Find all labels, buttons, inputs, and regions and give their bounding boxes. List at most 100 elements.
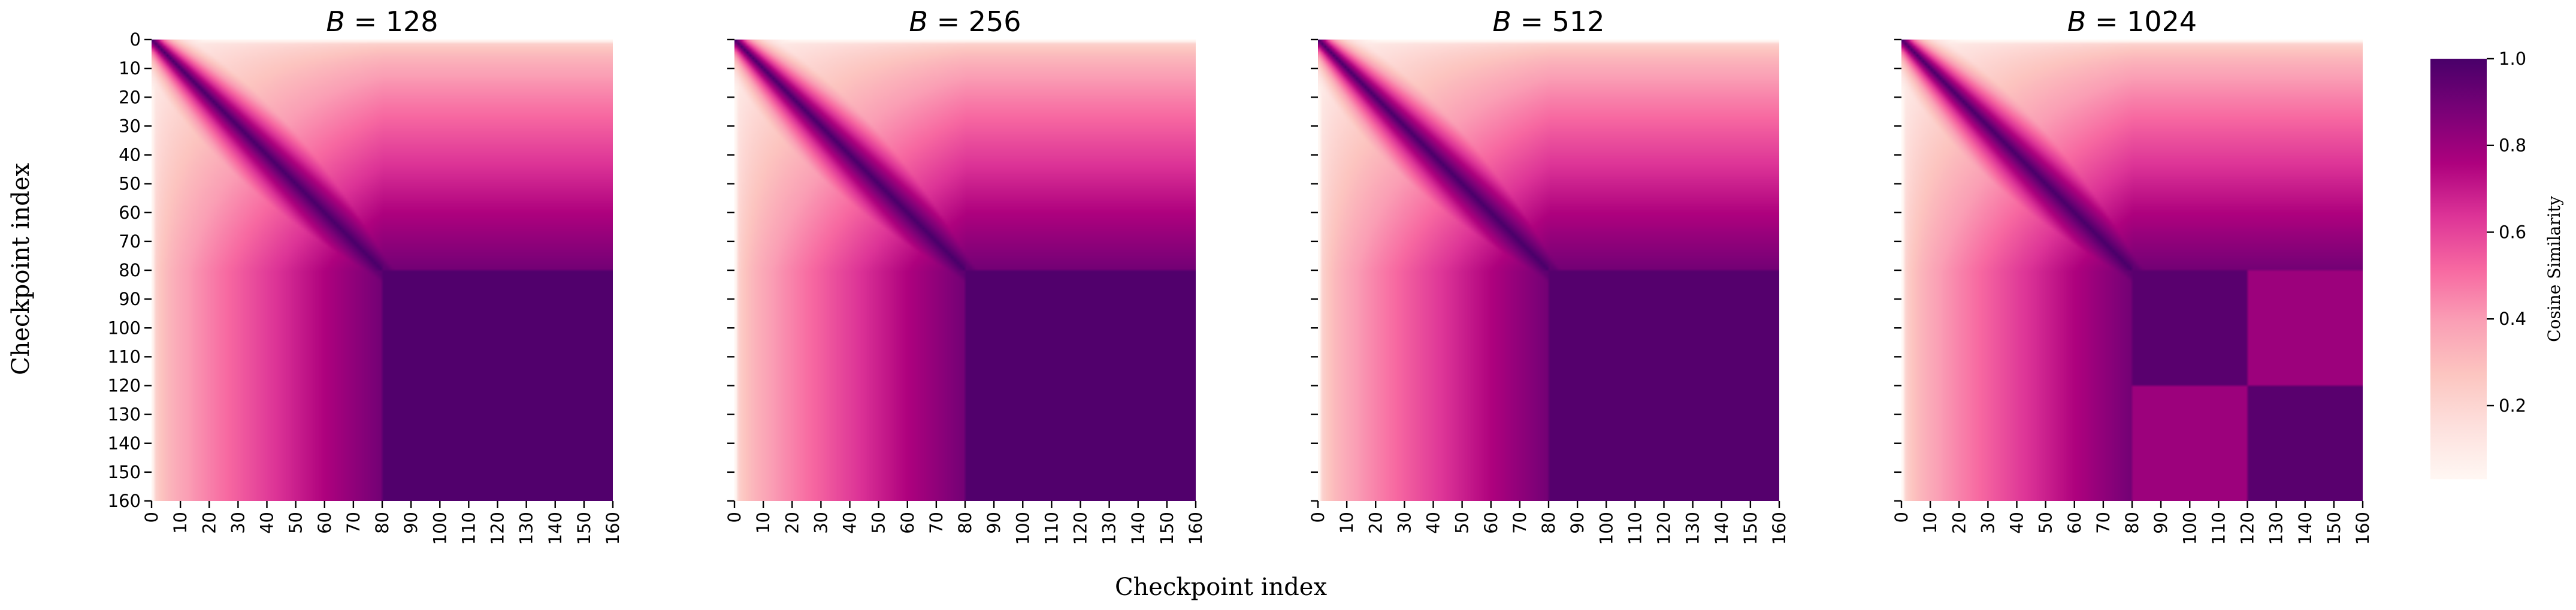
x-tick-label: 90 [401, 512, 421, 534]
y-tick-label: 110 [108, 346, 141, 367]
y-tick-label: 120 [108, 376, 141, 396]
heatmap-panel-4: B = 1024 0 10 20 30 40 50 60 70 80 90 100 110 120 130 1… [1891, 5, 2373, 545]
x-tick-label: 90 [1567, 512, 1588, 534]
y-tick-label: 20 [119, 87, 141, 107]
x-tick-label: 50 [2036, 512, 2056, 534]
x-tick-label: 10 [170, 512, 191, 534]
colorbar-gradient [2430, 59, 2487, 479]
y-tick-label: 100 [108, 318, 141, 338]
y-tick-label: 140 [108, 433, 141, 454]
x-tick-label: 30 [811, 512, 831, 534]
y-tick-label: 40 [119, 145, 141, 165]
x-tick-label: 120 [1654, 512, 1674, 545]
x-tick-label: 40 [257, 512, 277, 534]
panel-title: B = 512 [1492, 5, 1604, 38]
x-tick-label: 160 [2353, 512, 2373, 545]
x-tick-label: 10 [1337, 512, 1357, 534]
x-tick-label: 20 [1949, 512, 1969, 534]
x-tick-label: 110 [1625, 512, 1645, 545]
x-tick-label: 60 [315, 512, 335, 534]
x-tick-label: 30 [228, 512, 248, 534]
x-tick-label: 0 [724, 512, 745, 523]
x-tick-label: 130 [1099, 512, 1120, 545]
x-tick-label: 110 [1041, 512, 1062, 545]
panel-title: B = 256 [909, 5, 1021, 38]
x-tick-label: 20 [199, 512, 219, 534]
x-tick-label: 20 [782, 512, 802, 534]
x-tick-label: 100 [1596, 512, 1616, 545]
y-tick-label: 130 [108, 404, 141, 425]
x-tick-label: 110 [458, 512, 479, 545]
x-tick-label: 150 [2324, 512, 2344, 545]
x-tick-label: 10 [753, 512, 773, 534]
x-tick-label: 50 [869, 512, 889, 534]
x-tick-label: 20 [1365, 512, 1386, 534]
x-tick-label: 120 [488, 512, 508, 545]
y-tick-label: 50 [119, 174, 141, 194]
y-tick-label: 80 [119, 260, 141, 280]
x-tick-label: 30 [1394, 512, 1414, 534]
x-tick-label: 140 [2295, 512, 2315, 545]
x-tick-label: 0 [1891, 512, 1912, 523]
x-tick-label: 50 [1452, 512, 1473, 534]
x-axis-label: Checkpoint index [1115, 573, 1328, 601]
x-tick-label: 120 [1071, 512, 1091, 545]
heatmap-panel-2: B = 256 0 10 20 30 40 50 60 70 80 90 100 110 120 130 14… [724, 5, 1206, 545]
colorbar-tick-label: 0.2 [2499, 395, 2526, 416]
heatmap-image [152, 40, 613, 501]
y-tick-label: 30 [119, 116, 141, 136]
x-tick-label: 160 [603, 512, 623, 545]
x-tick-label: 60 [1481, 512, 1501, 534]
x-tick-label: 80 [2122, 512, 2142, 534]
heatmap-image [1901, 40, 2363, 501]
y-tick-label: 70 [119, 231, 141, 252]
heatmap-panel-3: B = 512 0 10 20 30 40 50 60 70 80 90 100 110 120 130 14… [1308, 5, 1789, 545]
x-tick-label: 140 [1712, 512, 1732, 545]
x-tick-label: 30 [1978, 512, 1998, 534]
x-tick-label: 100 [2179, 512, 2200, 545]
x-tick-label: 80 [372, 512, 392, 534]
panel-title: B = 1024 [2067, 5, 2197, 38]
x-tick-label: 150 [574, 512, 594, 545]
y-axis-label: Checkpoint index [7, 163, 35, 376]
x-tick-label: 90 [2151, 512, 2171, 534]
y-tick-label: 10 [119, 58, 141, 78]
x-tick-label: 70 [926, 512, 947, 534]
y-tick-label: 160 [108, 491, 141, 511]
x-tick-label: 140 [545, 512, 566, 545]
x-tick-label: 130 [2266, 512, 2287, 545]
x-tick-label: 130 [516, 512, 537, 545]
x-tick-label: 160 [1769, 512, 1789, 545]
colorbar: 0.2 0.4 0.6 0.8 1.0 Cosine Similarity [2430, 49, 2564, 479]
colorbar-tick-label: 0.8 [2499, 135, 2526, 156]
x-tick-label: 70 [1510, 512, 1530, 534]
x-tick-label: 0 [1308, 512, 1328, 523]
x-tick-label: 150 [1740, 512, 1761, 545]
x-tick-label: 0 [141, 512, 162, 523]
panel-title: B = 128 [326, 5, 438, 38]
colorbar-tick-label: 1.0 [2499, 49, 2526, 69]
y-tick-label: 0 [130, 29, 141, 50]
x-tick-label: 70 [343, 512, 364, 534]
x-tick-label: 110 [2208, 512, 2229, 545]
x-tick-label: 80 [955, 512, 975, 534]
x-tick-label: 40 [1423, 512, 1444, 534]
x-tick-label: 100 [1012, 512, 1033, 545]
colorbar-tick-label: 0.4 [2499, 309, 2526, 329]
colorbar-ticks: 0.2 0.4 0.6 0.8 1.0 [2487, 49, 2526, 416]
x-tick-label: 60 [2064, 512, 2085, 534]
y-tick-label: 60 [119, 203, 141, 223]
x-tick-label: 80 [1538, 512, 1559, 534]
x-tick-label: 40 [2007, 512, 2027, 534]
x-tick-label: 150 [1157, 512, 1177, 545]
x-tick-label: 100 [430, 512, 450, 545]
x-tick-label: 130 [1683, 512, 1703, 545]
x-tick-label: 70 [2093, 512, 2114, 534]
x-tick-label: 160 [1186, 512, 1206, 545]
x-tick-label: 120 [2238, 512, 2258, 545]
heatmap-image [734, 40, 1196, 501]
x-tick-label: 40 [840, 512, 860, 534]
